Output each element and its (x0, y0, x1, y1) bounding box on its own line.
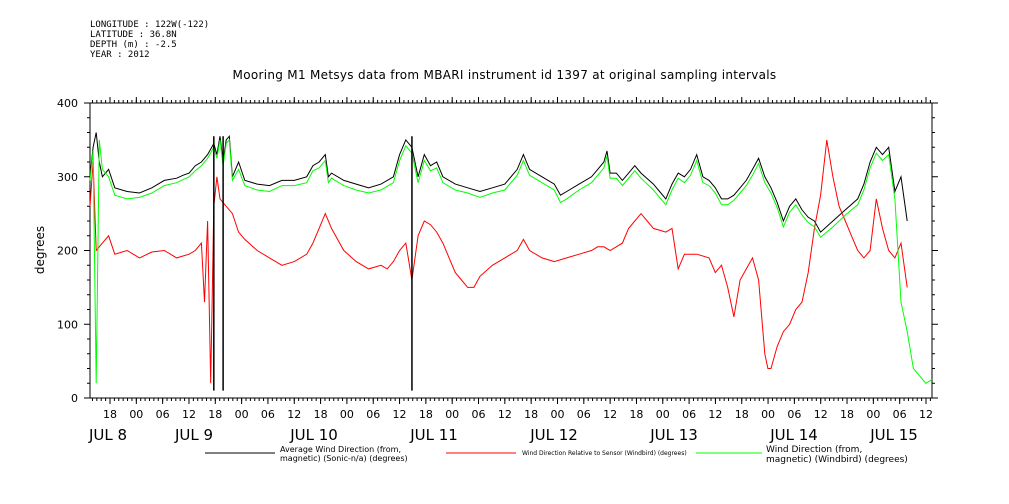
x-tick-label: 06 (893, 408, 907, 421)
x-tick-label: 06 (156, 408, 170, 421)
x-tick-label: 06 (261, 408, 275, 421)
x-tick-label: 18 (840, 408, 854, 421)
x-tick-label: 06 (682, 408, 696, 421)
y-tick-label: 100 (57, 318, 78, 331)
x-day-label: JUL 8 (88, 426, 127, 444)
y-tick-label: 400 (57, 97, 78, 110)
x-tick-label: 18 (419, 408, 433, 421)
plot-frame (89, 102, 933, 399)
year-text: YEAR : 2012 (90, 50, 150, 60)
x-tick-label: 12 (182, 408, 196, 421)
x-tick-label: 00 (445, 408, 459, 421)
y-tick-label: 0 (71, 392, 78, 405)
longitude-text: LONGITUDE : 122W(-122) (90, 20, 210, 30)
x-tick-label: 00 (129, 408, 143, 421)
y-tick-label: 300 (57, 171, 78, 184)
x-tick-label: 18 (735, 408, 749, 421)
x-day-label: JUL 13 (649, 426, 698, 444)
y-axis-label: degrees (33, 226, 47, 274)
series-line-1 (89, 132, 908, 233)
latitude-text: LATITUDE : 36.8N (90, 30, 177, 40)
series-line-2 (89, 139, 908, 384)
x-tick-label: 06 (577, 408, 591, 421)
x-tick-label: 12 (393, 408, 407, 421)
x-tick-label: 18 (208, 408, 222, 421)
x-tick-label: 18 (103, 408, 117, 421)
legend-label-2: Wind Direction Relative to Sensor (Windb… (522, 450, 687, 457)
x-day-label: JUL 9 (174, 426, 213, 444)
x-day-label: JUL 11 (409, 426, 458, 444)
x-tick-label: 00 (235, 408, 249, 421)
legend-label-3: Wind Direction (from, magnetic) (Windbird… (766, 445, 908, 465)
x-day-label: JUL 12 (529, 426, 578, 444)
x-tick-label: 00 (656, 408, 670, 421)
legend-label-1: Average Wind Direction (from, magnetic) (… (280, 445, 408, 463)
x-tick-label: 18 (629, 408, 643, 421)
x-tick-label: 18 (314, 408, 328, 421)
y-tick-label: 200 (57, 245, 78, 258)
x-tick-label: 06 (366, 408, 380, 421)
x-tick-label: 00 (866, 408, 880, 421)
x-tick-label: 00 (550, 408, 564, 421)
x-tick-label: 12 (603, 408, 617, 421)
x-day-label: JUL 10 (289, 426, 338, 444)
x-tick-label: 12 (814, 408, 828, 421)
depth-text: DEPTH (m) : -2.5 (90, 40, 177, 50)
x-tick-label: 12 (919, 408, 933, 421)
x-tick-label: 12 (287, 408, 301, 421)
x-tick-label: 00 (761, 408, 775, 421)
x-tick-label: 18 (524, 408, 538, 421)
series-line-3 (89, 138, 933, 384)
x-tick-label: 06 (787, 408, 801, 421)
x-day-label: JUL 15 (869, 426, 918, 444)
x-tick-label: 00 (340, 408, 354, 421)
x-tick-label: 12 (708, 408, 722, 421)
x-tick-label: 12 (498, 408, 512, 421)
x-tick-label: 06 (472, 408, 486, 421)
metadata-block: LONGITUDE : 122W(-122) LATITUDE : 36.8N … (90, 20, 209, 60)
x-day-label: JUL 14 (769, 426, 818, 444)
chart-title: Mooring M1 Metsys data from MBARI instru… (232, 68, 777, 82)
